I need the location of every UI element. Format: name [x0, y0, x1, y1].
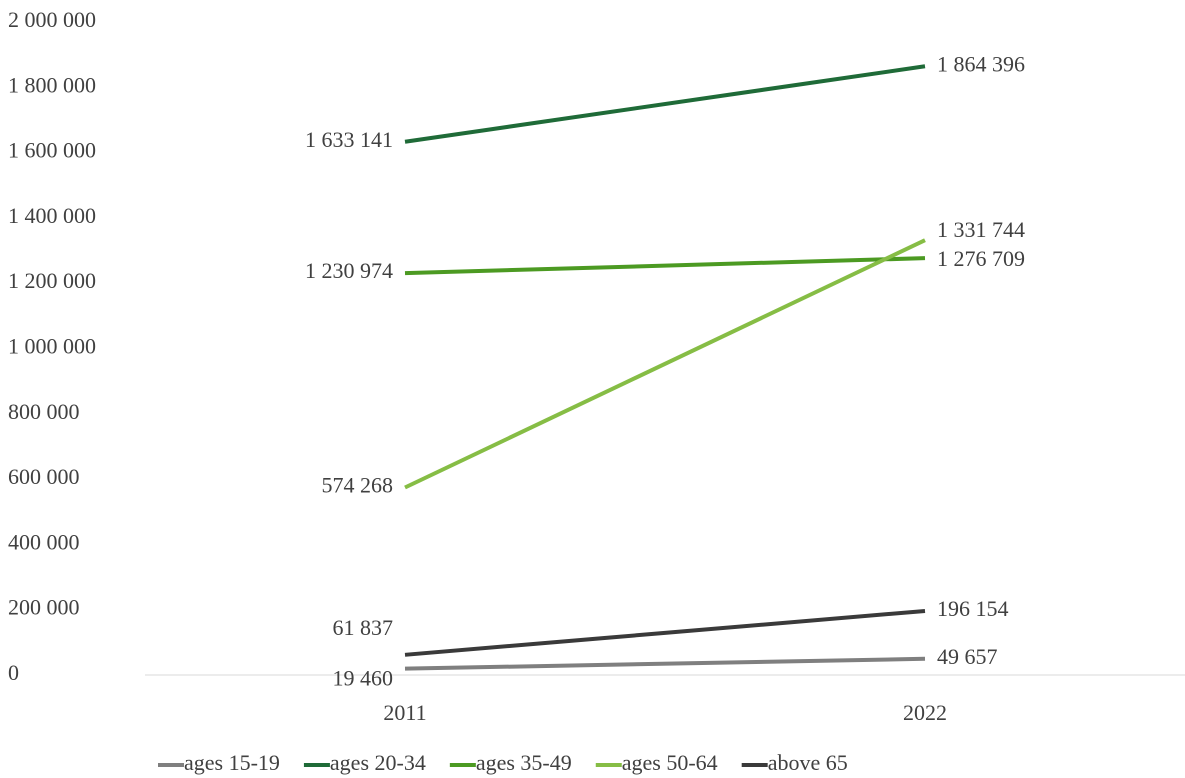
y-tick-label: 400 000: [8, 529, 80, 554]
line: [404, 256, 926, 276]
x-tick-label: 2022: [903, 700, 947, 725]
data-label: 1 276 709: [937, 246, 1025, 271]
data-label: 1 864 396: [937, 51, 1025, 76]
y-tick-label: 1 600 000: [8, 138, 96, 163]
y-tick-label: 600 000: [8, 464, 80, 489]
y-tick-label: 0: [8, 660, 19, 685]
data-label: 196 154: [937, 596, 1009, 621]
data-label: 49 657: [937, 644, 998, 669]
data-label: 574 268: [322, 473, 394, 498]
legend-label: ages 20-34: [330, 750, 426, 775]
data-label: 1 331 744: [937, 217, 1025, 242]
line: [404, 238, 926, 490]
line: [404, 64, 926, 144]
y-tick-label: 1 200 000: [8, 268, 96, 293]
data-label: 1 230 974: [305, 258, 393, 283]
y-tick-label: 1 800 000: [8, 72, 96, 97]
y-tick-label: 1 400 000: [8, 203, 96, 228]
legend-label: ages 15-19: [184, 750, 280, 775]
y-tick-label: 1 000 000: [8, 334, 96, 359]
x-tick-label: 2011: [383, 700, 426, 725]
y-tick-label: 200 000: [8, 595, 80, 620]
data-label: 61 837: [333, 615, 394, 640]
line: [404, 608, 926, 657]
y-tick-label: 2 000 000: [8, 7, 96, 32]
data-label: 1 633 141: [305, 127, 393, 152]
legend-label: ages 35-49: [476, 750, 572, 775]
legend-label: above 65: [768, 750, 848, 775]
y-tick-label: 800 000: [8, 399, 80, 424]
data-label: 19 460: [333, 666, 394, 691]
line: [404, 656, 926, 671]
legend-label: ages 50-64: [622, 750, 718, 775]
